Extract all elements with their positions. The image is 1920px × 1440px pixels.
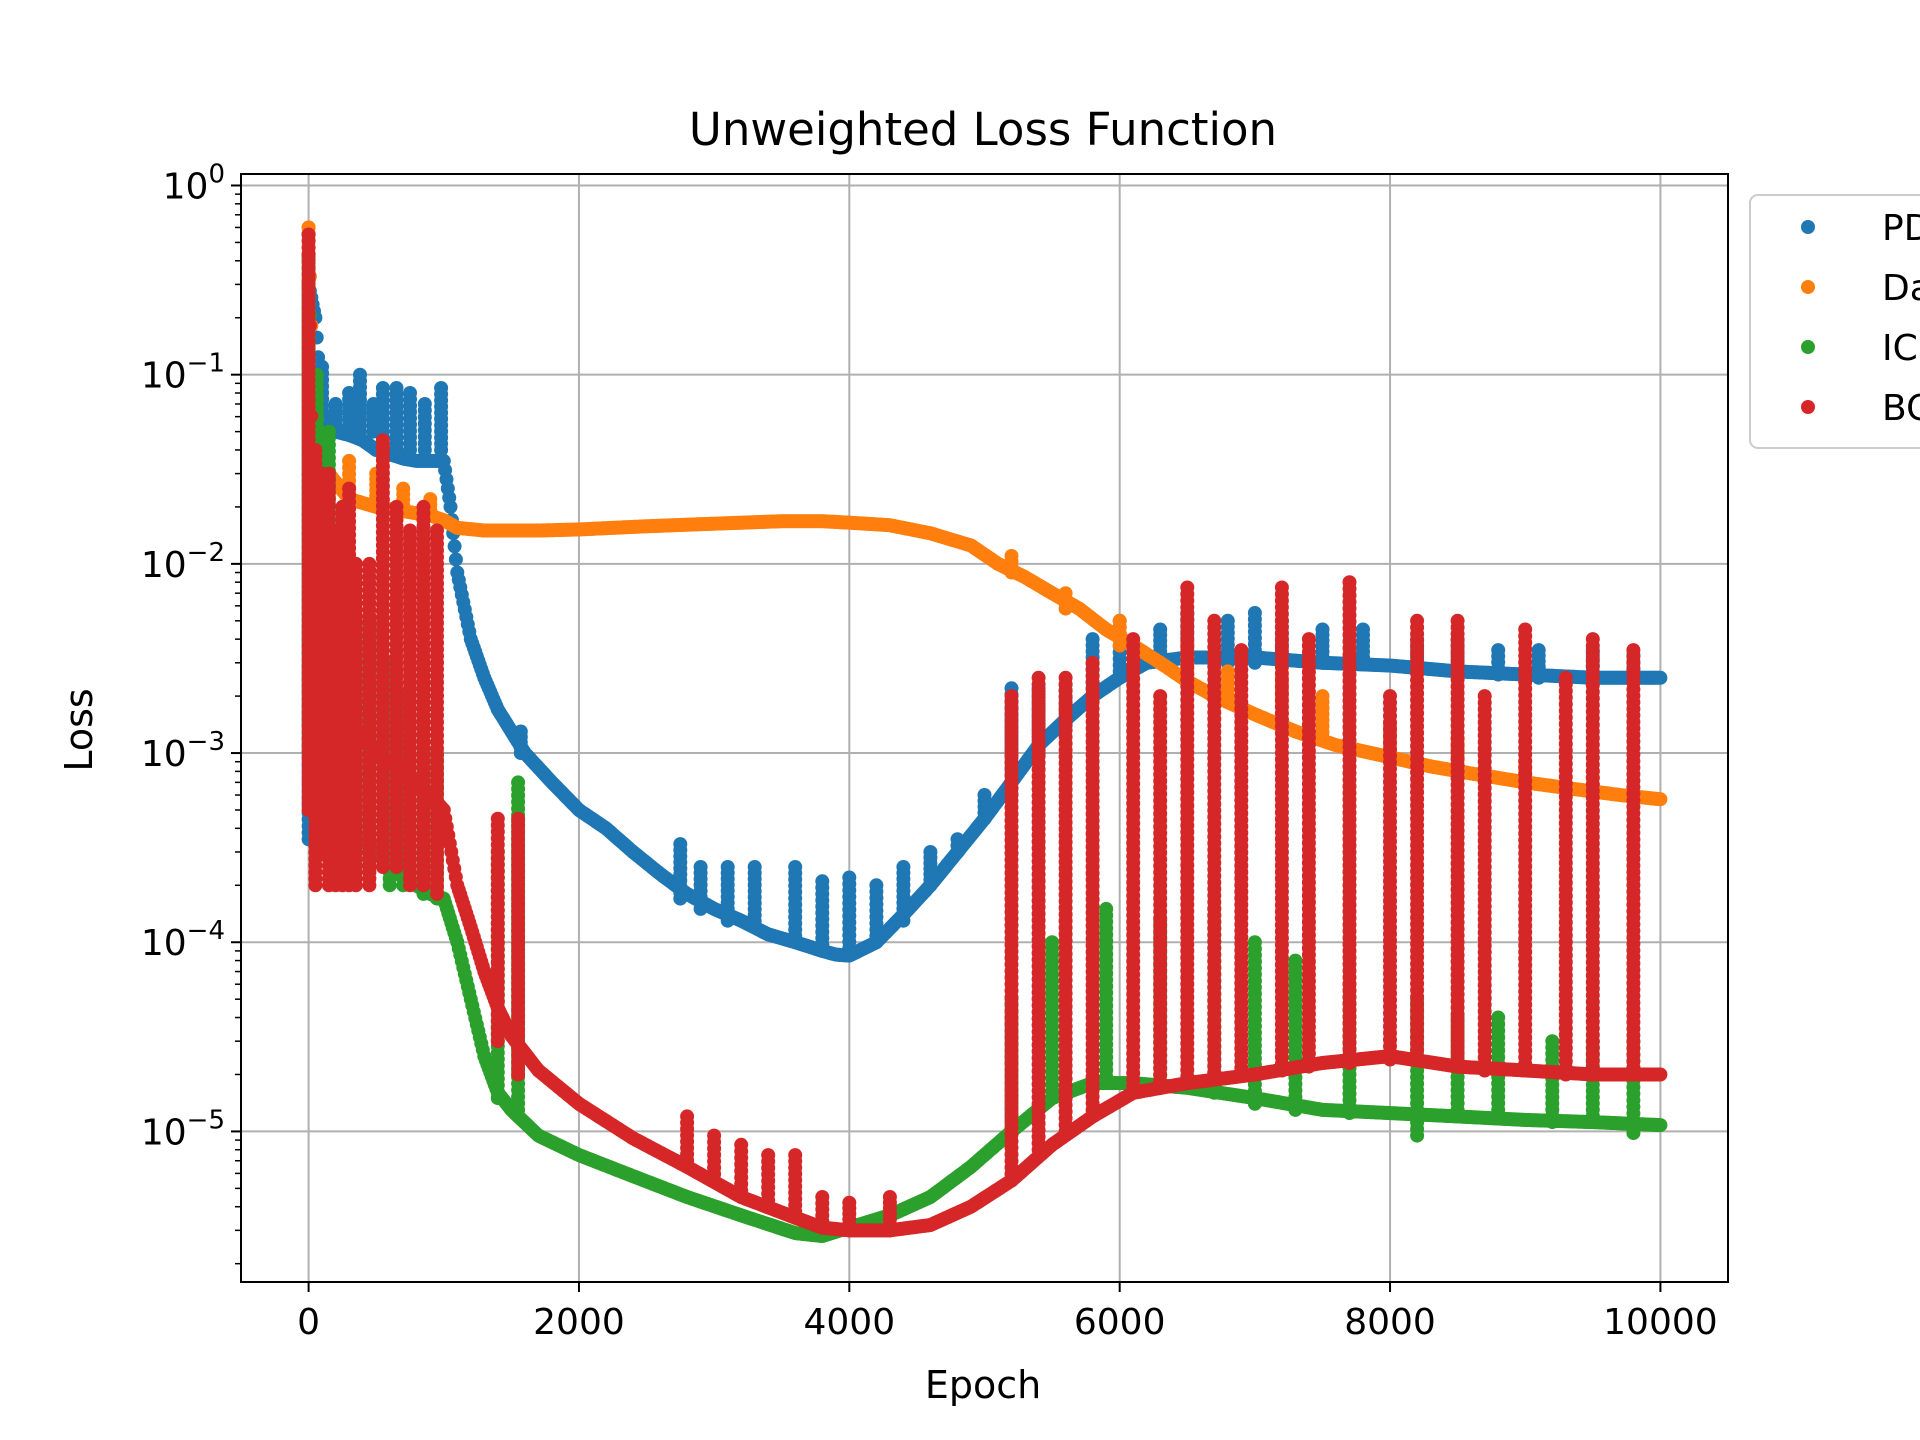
data-point xyxy=(1045,935,1060,950)
data-point xyxy=(1085,632,1100,647)
data-point xyxy=(1220,613,1235,628)
data-point xyxy=(1653,792,1668,807)
data-point xyxy=(1491,643,1506,658)
data-point xyxy=(443,499,458,514)
data-point xyxy=(673,837,688,852)
data-point xyxy=(950,832,965,847)
data-point xyxy=(447,539,462,554)
data-point xyxy=(1531,643,1546,658)
data-point xyxy=(328,397,343,411)
data-point xyxy=(403,386,417,400)
data-point xyxy=(1247,606,1262,620)
data-point xyxy=(1653,1067,1668,1082)
data-point xyxy=(389,381,404,395)
data-point xyxy=(1315,622,1330,637)
data-point xyxy=(353,367,367,382)
data-point xyxy=(1220,664,1235,679)
data-point xyxy=(1247,935,1262,950)
data-point xyxy=(513,724,528,739)
data-point xyxy=(747,860,762,874)
chart-title: Unweighted Loss Function xyxy=(689,103,1277,156)
data-point xyxy=(342,453,357,468)
data-point xyxy=(693,860,708,874)
data-point xyxy=(1058,586,1073,601)
data-point xyxy=(511,775,526,790)
data-point xyxy=(1004,549,1019,563)
grid-layer xyxy=(241,174,1728,1282)
data-point xyxy=(1288,953,1303,968)
data-point xyxy=(375,381,390,395)
plot-area xyxy=(240,173,1729,1283)
data-point xyxy=(448,552,463,567)
data-point xyxy=(1491,1010,1506,1025)
data-point xyxy=(788,860,803,874)
data-point xyxy=(1356,622,1370,637)
data-point xyxy=(720,860,735,874)
data-point xyxy=(1153,622,1168,637)
data-point xyxy=(842,870,857,885)
data-point xyxy=(869,878,884,893)
data-point xyxy=(1653,670,1668,685)
data-point xyxy=(321,424,336,439)
data-point xyxy=(1099,901,1114,916)
data-point xyxy=(815,874,830,889)
data-point xyxy=(923,845,938,859)
data-point xyxy=(1315,689,1330,704)
data-point xyxy=(1545,1034,1560,1049)
data-point xyxy=(417,397,432,411)
data-point xyxy=(396,481,411,496)
data-point xyxy=(977,788,992,802)
data-layer xyxy=(301,220,1668,1243)
data-point xyxy=(434,381,449,395)
data-point xyxy=(896,860,911,874)
data-point xyxy=(301,227,316,242)
data-point xyxy=(1112,613,1127,628)
data-point xyxy=(1653,1118,1668,1133)
